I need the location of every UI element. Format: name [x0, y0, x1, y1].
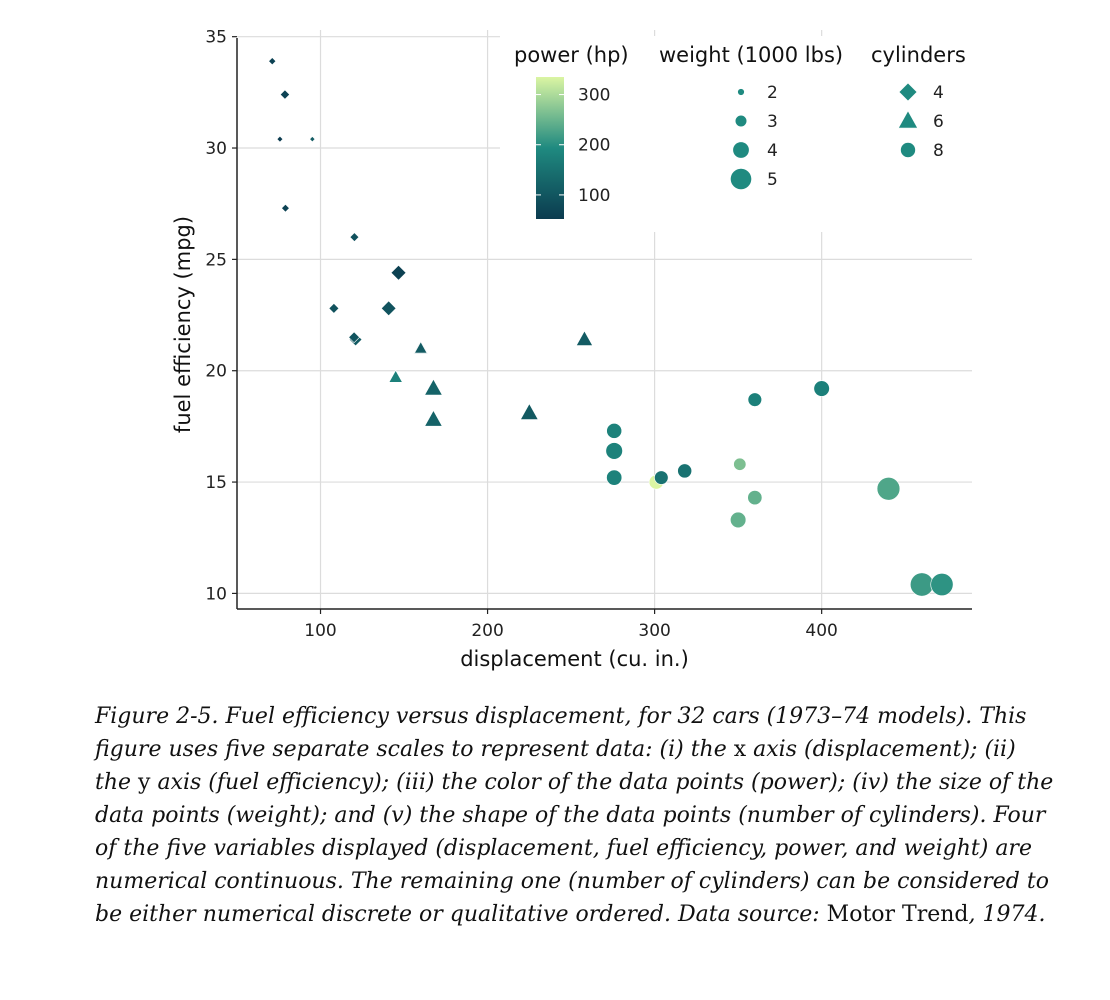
data-point	[328, 302, 340, 314]
data-point	[909, 572, 934, 597]
data-point	[309, 136, 316, 143]
data-point	[730, 511, 747, 529]
data-point	[424, 378, 443, 396]
shape-legend-title: cylinders	[871, 43, 966, 67]
y-tick-label: 10	[205, 584, 227, 604]
shape-legend-key	[897, 110, 919, 129]
data-point	[424, 409, 443, 427]
x-tick-label: 300	[638, 621, 670, 641]
size-legend-key	[737, 88, 745, 96]
data-point	[276, 135, 284, 143]
shape-legend-label: 8	[933, 141, 944, 161]
y-tick-label: 35	[205, 28, 227, 48]
data-point	[349, 232, 360, 243]
y-tick-label: 30	[205, 139, 227, 159]
size-legend-key	[730, 168, 752, 190]
shape-legend-label: 4	[933, 83, 944, 103]
figure-caption: Figure 2-5. Fuel efficiency versus displ…	[95, 700, 1055, 931]
x-tick-label: 200	[471, 621, 503, 641]
data-point	[930, 573, 954, 597]
size-legend-label: 5	[767, 170, 778, 190]
data-point	[390, 264, 407, 281]
data-point	[677, 463, 693, 479]
data-point	[876, 477, 901, 501]
y-tick-label: 15	[205, 473, 227, 493]
data-point	[605, 442, 623, 460]
data-point	[747, 490, 763, 506]
data-point	[813, 380, 830, 397]
data-point	[380, 300, 397, 317]
caption-text-3: axis (fuel efficiency); (iii) the color …	[95, 770, 1054, 927]
data-point	[733, 457, 747, 471]
size-legend-label: 2	[767, 83, 778, 103]
shape-legend-key	[898, 82, 918, 102]
data-point	[519, 403, 539, 420]
legends: power (hp) 100 200 300 weight (1000 lbs) 2 3 4 5…	[514, 43, 966, 219]
shape-legend-key	[900, 142, 916, 158]
y-tick-label: 25	[205, 250, 227, 270]
caption-source: Motor Trend	[826, 902, 969, 927]
data-point	[388, 369, 403, 383]
size-legend-title: weight (1000 lbs)	[659, 43, 843, 67]
caption-x-letter: x	[733, 737, 747, 762]
data-point	[606, 469, 623, 486]
color-legend-bar	[536, 77, 564, 219]
x-tick-label: 100	[304, 621, 336, 641]
y-tick-label: 20	[205, 362, 227, 382]
data-point	[606, 422, 623, 439]
color-legend-label: 300	[578, 86, 610, 106]
size-legend-label: 3	[767, 112, 778, 132]
x-axis-title: displacement (cu. in.)	[460, 647, 689, 671]
data-point	[268, 57, 277, 66]
x-tick-label: 400	[805, 621, 837, 641]
color-legend-label: 100	[578, 186, 610, 206]
data-point	[413, 341, 428, 354]
color-legend-label: 200	[578, 136, 610, 156]
data-point	[348, 331, 360, 344]
data-point	[279, 89, 291, 100]
data-points	[268, 57, 954, 597]
shape-legend-label: 6	[933, 112, 944, 132]
caption-text-4: , 1974.	[968, 902, 1046, 927]
caption-y-letter: y	[138, 770, 151, 795]
y-axis-title: fuel efficiency (mpg)	[171, 216, 195, 433]
caption-text-1: Figure 2-5. Fuel efficiency versus displ…	[95, 704, 1027, 762]
data-point	[747, 392, 762, 407]
color-legend-title: power (hp)	[514, 43, 629, 67]
size-legend-key	[732, 141, 750, 159]
size-legend-key	[734, 114, 748, 128]
caption-text-2: axis (displacement); (ii) the	[95, 737, 1016, 795]
data-point	[575, 330, 594, 346]
data-point	[281, 203, 290, 213]
data-point	[654, 470, 669, 485]
size-legend-label: 4	[767, 141, 778, 161]
legend-background	[500, 36, 972, 232]
